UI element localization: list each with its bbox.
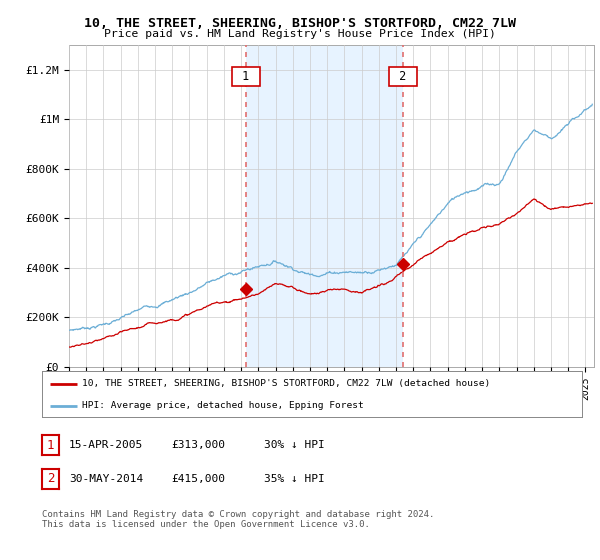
Text: HPI: Average price, detached house, Epping Forest: HPI: Average price, detached house, Eppi… (83, 401, 364, 410)
Text: 30-MAY-2014: 30-MAY-2014 (69, 474, 143, 484)
Bar (246, 45, 403, 367)
Text: 10, THE STREET, SHEERING, BISHOP'S STORTFORD, CM22 7LW: 10, THE STREET, SHEERING, BISHOP'S STORT… (84, 17, 516, 30)
Text: Price paid vs. HM Land Registry's House Price Index (HPI): Price paid vs. HM Land Registry's House … (104, 29, 496, 39)
Text: 1: 1 (47, 438, 54, 452)
Text: 30% ↓ HPI: 30% ↓ HPI (264, 440, 325, 450)
Text: 1: 1 (235, 69, 257, 82)
Text: 15-APR-2005: 15-APR-2005 (69, 440, 143, 450)
Text: 35% ↓ HPI: 35% ↓ HPI (264, 474, 325, 484)
Text: 2: 2 (392, 69, 414, 82)
Text: £415,000: £415,000 (171, 474, 225, 484)
Text: 10, THE STREET, SHEERING, BISHOP'S STORTFORD, CM22 7LW (detached house): 10, THE STREET, SHEERING, BISHOP'S STORT… (83, 379, 491, 388)
Text: £313,000: £313,000 (171, 440, 225, 450)
Text: 2: 2 (47, 472, 54, 486)
Text: Contains HM Land Registry data © Crown copyright and database right 2024.
This d: Contains HM Land Registry data © Crown c… (42, 510, 434, 529)
